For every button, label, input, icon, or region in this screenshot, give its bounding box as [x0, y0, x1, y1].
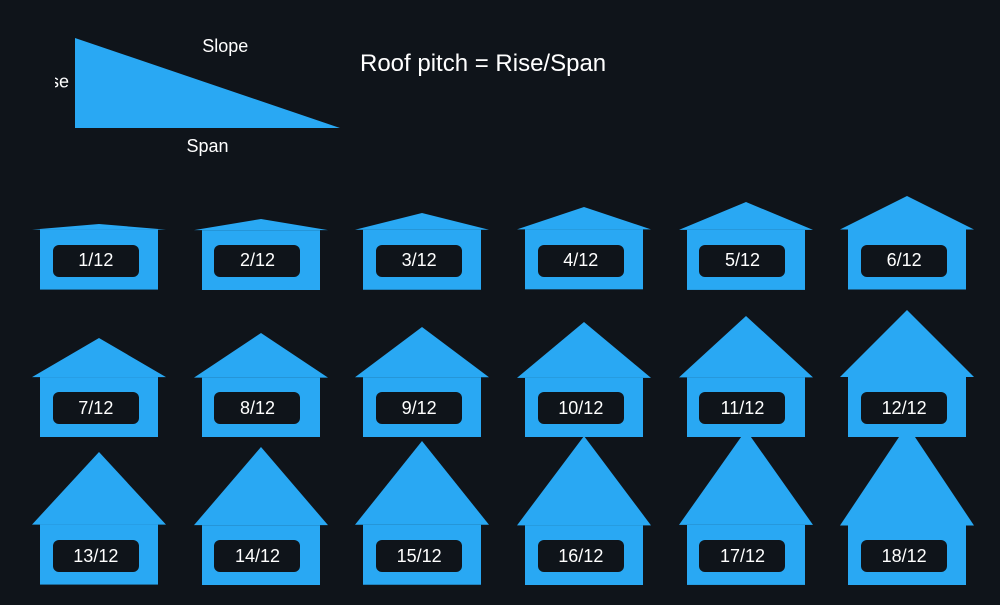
- svg-text:Slope: Slope: [202, 36, 248, 56]
- pitch-label: 16/12: [538, 540, 624, 572]
- pitch-cell: 6/12: [840, 160, 968, 290]
- pitch-cell: 3/12: [355, 160, 483, 290]
- pitch-label: 1/12: [53, 245, 139, 277]
- pitch-cell: 18/12: [840, 455, 968, 585]
- pitch-cell: 4/12: [517, 160, 645, 290]
- pitch-label: 3/12: [376, 245, 462, 277]
- formula-text: Roof pitch = Rise/Span: [360, 50, 606, 78]
- pitch-cell: 10/12: [517, 308, 645, 438]
- pitch-label: 5/12: [699, 245, 785, 277]
- pitch-label: 17/12: [699, 540, 785, 572]
- pitch-cell: 1/12: [32, 160, 160, 290]
- pitch-cell: 9/12: [355, 308, 483, 438]
- pitch-label: 6/12: [861, 245, 947, 277]
- pitch-grid: 1/12 2/12 3/12 4/12 5/12 6/12 7/12 8/12 9/12 10/1…: [32, 160, 968, 585]
- pitch-label: 12/12: [861, 392, 947, 424]
- pitch-label: 15/12: [376, 540, 462, 572]
- pitch-label: 9/12: [376, 392, 462, 424]
- svg-text:Rise: Rise: [55, 72, 69, 92]
- pitch-label: 18/12: [861, 540, 947, 572]
- pitch-label: 4/12: [538, 245, 624, 277]
- pitch-label: 2/12: [214, 245, 300, 277]
- pitch-label: 13/12: [53, 540, 139, 572]
- header: Rise Slope Span Roof pitch = Rise/Span: [0, 0, 1000, 155]
- triangle-diagram: Rise Slope Span: [55, 18, 355, 158]
- pitch-cell: 12/12: [840, 308, 968, 438]
- pitch-label: 10/12: [538, 392, 624, 424]
- pitch-cell: 5/12: [679, 160, 807, 290]
- pitch-label: 7/12: [53, 392, 139, 424]
- pitch-cell: 2/12: [194, 160, 322, 290]
- pitch-label: 14/12: [214, 540, 300, 572]
- pitch-cell: 13/12: [32, 455, 160, 585]
- pitch-cell: 17/12: [679, 455, 807, 585]
- pitch-cell: 14/12: [194, 455, 322, 585]
- pitch-cell: 15/12: [355, 455, 483, 585]
- pitch-cell: 16/12: [517, 455, 645, 585]
- pitch-cell: 8/12: [194, 308, 322, 438]
- svg-text:Span: Span: [186, 136, 228, 156]
- pitch-cell: 11/12: [679, 308, 807, 438]
- pitch-label: 11/12: [699, 392, 785, 424]
- pitch-label: 8/12: [214, 392, 300, 424]
- pitch-cell: 7/12: [32, 308, 160, 438]
